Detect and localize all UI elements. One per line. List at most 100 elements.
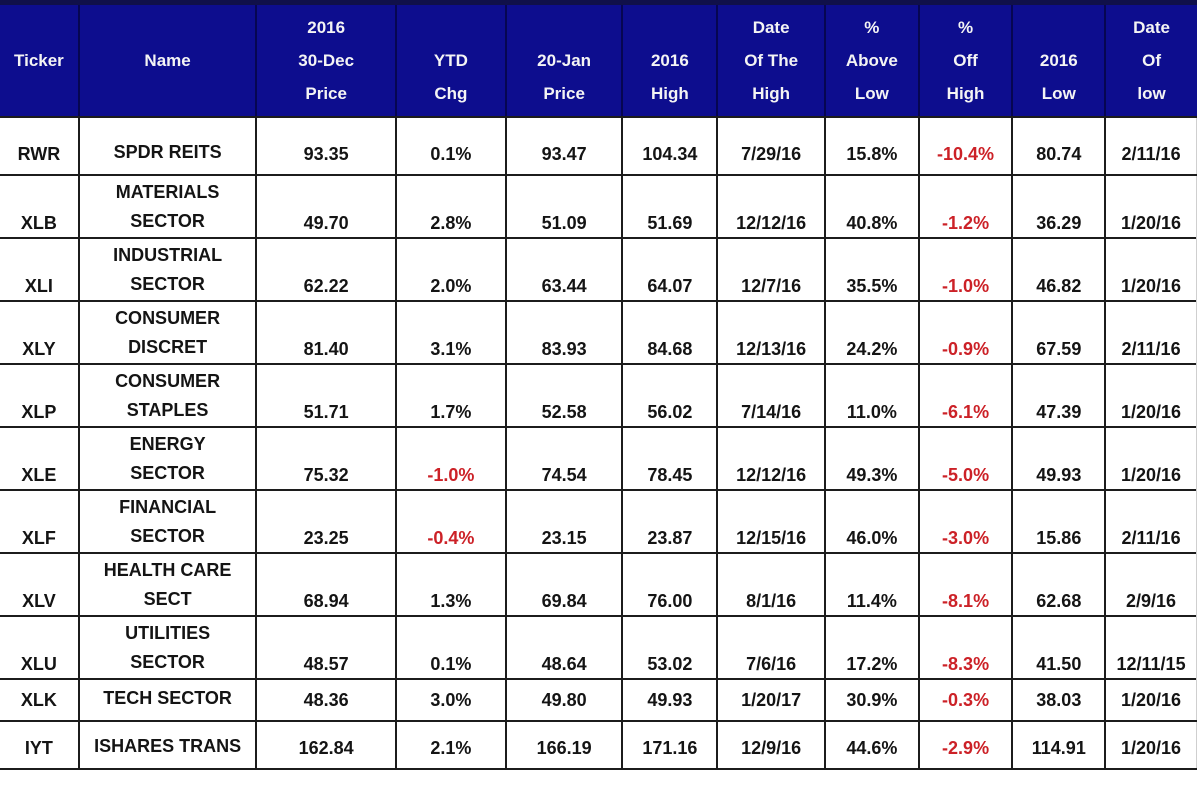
cell-ytd-chg: 3.1% (397, 302, 507, 369)
cell-ytd-chg: -1.0% (397, 428, 507, 495)
cell-dec-price: 68.94 (257, 554, 398, 621)
cell-name: ENERGY SECTOR (80, 428, 258, 495)
cell-name: CONSUMER DISCRET (80, 302, 258, 369)
cell-high-date: 12/9/16 (718, 722, 826, 768)
cell-low: 41.50 (1013, 617, 1107, 684)
cell-low: 114.91 (1013, 722, 1107, 768)
cell-low-date: 2/11/16 (1106, 491, 1197, 558)
cell-low: 47.39 (1013, 365, 1107, 432)
cell-above-low: 24.2% (826, 302, 920, 369)
header-cell-high-date: Date Of The High (718, 5, 826, 116)
table-row: XLP CONSUMER STAPLES 51.71 1.7% 52.58 56.02 7/1… (0, 365, 1197, 432)
cell-name: UTILITIES SECTOR (80, 617, 258, 684)
header-line: % (864, 18, 880, 37)
cell-ytd-chg: -0.4% (397, 491, 507, 558)
cell-high-date: 7/14/16 (718, 365, 826, 432)
cell-ytd-chg: 2.0% (397, 239, 507, 306)
header-line: Off (953, 51, 978, 70)
cell-off-high: -1.0% (920, 239, 1014, 306)
cell-jan-price: 93.47 (507, 118, 624, 174)
cell-above-low: 30.9% (826, 680, 920, 720)
header-line: Date (752, 18, 790, 37)
name-line: STAPLES (126, 400, 209, 420)
cell-dec-price: 23.25 (257, 491, 398, 558)
header-line: Above (845, 51, 898, 70)
header-line: High (946, 84, 985, 103)
name-line: FINANCIAL (119, 497, 217, 517)
name-line: SECTOR (130, 526, 205, 546)
cell-high-date: 7/29/16 (718, 118, 826, 174)
cell-high: 53.02 (623, 617, 719, 684)
cell-ticker: XLP (0, 365, 80, 432)
name-line: HEALTH CARE (103, 560, 232, 580)
cell-low-date: 1/20/16 (1106, 722, 1197, 768)
cell-off-high: -5.0% (920, 428, 1014, 495)
cell-dec-price: 62.22 (257, 239, 398, 306)
name-line: MATERIALS (115, 182, 220, 202)
header-cell-off-high: % Off High (920, 5, 1014, 116)
cell-low-date: 1/20/16 (1106, 365, 1197, 432)
header-line: 30-Dec (298, 51, 355, 70)
cell-name: MATERIALS SECTOR (80, 176, 258, 243)
cell-low: 80.74 (1013, 118, 1107, 174)
cell-off-high: -8.3% (920, 617, 1014, 684)
cell-above-low: 49.3% (826, 428, 920, 495)
cell-low: 49.93 (1013, 428, 1107, 495)
header-line: High (650, 84, 689, 103)
header-line: Of The (744, 51, 799, 70)
header-cell-dec-price: 2016 30-Dec Price (257, 5, 398, 116)
cell-name: HEALTH CARE SECT (80, 554, 258, 621)
cell-high: 64.07 (623, 239, 719, 306)
header-line: 20-Jan (537, 51, 592, 70)
cell-name: FINANCIAL SECTOR (80, 491, 258, 558)
name-line: DISCRET (128, 337, 208, 357)
cell-off-high: -0.9% (920, 302, 1014, 369)
header-cell-low-date: Date Of low (1106, 5, 1197, 116)
table-row: XLF FINANCIAL SECTOR 23.25 -0.4% 23.15 23.87 12… (0, 491, 1197, 558)
header-line: Low (1041, 84, 1076, 103)
header-line: Low (854, 84, 889, 103)
cell-low: 38.03 (1013, 680, 1107, 720)
header-line: Name (144, 51, 191, 70)
cell-low: 46.82 (1013, 239, 1107, 306)
header-cell-low: 2016 Low (1013, 5, 1107, 116)
cell-above-low: 40.8% (826, 176, 920, 243)
cell-above-low: 44.6% (826, 722, 920, 768)
cell-low-date: 2/11/16 (1106, 302, 1197, 369)
cell-dec-price: 75.32 (257, 428, 398, 495)
name-line: SECTOR (130, 274, 205, 294)
name-line: TECH SECTOR (103, 688, 232, 708)
cell-high: 171.16 (623, 722, 719, 768)
cell-dec-price: 162.84 (257, 722, 398, 768)
cell-jan-price: 48.64 (507, 617, 624, 684)
cell-jan-price: 49.80 (507, 680, 624, 720)
cell-jan-price: 23.15 (507, 491, 624, 558)
cell-ytd-chg: 1.3% (397, 554, 507, 621)
cell-dec-price: 48.57 (257, 617, 398, 684)
cell-ticker: IYT (0, 722, 80, 768)
cell-ytd-chg: 2.8% (397, 176, 507, 243)
cell-name: ISHARES TRANS (80, 722, 258, 768)
cell-jan-price: 83.93 (507, 302, 624, 369)
name-line: CONSUMER (115, 371, 221, 391)
header-line: Date (1133, 18, 1170, 37)
name-line: SPDR REITS (113, 142, 222, 162)
cell-low: 62.68 (1013, 554, 1107, 621)
cell-ytd-chg: 0.1% (397, 118, 507, 174)
name-line: SECTOR (130, 652, 205, 672)
header-cell-name: Name (80, 5, 258, 116)
cell-high: 76.00 (623, 554, 719, 621)
header-cell-high: 2016 High (623, 5, 719, 116)
cell-ticker: XLK (0, 680, 80, 720)
cell-ticker: XLY (0, 302, 80, 369)
header-line: YTD (433, 51, 468, 70)
header-line: Ticker (14, 51, 64, 70)
cell-low: 15.86 (1013, 491, 1107, 558)
cell-off-high: -3.0% (920, 491, 1014, 558)
cell-high-date: 12/7/16 (718, 239, 826, 306)
table-row: IYT ISHARES TRANS 162.84 2.1% 166.19 171.16 12… (0, 722, 1197, 770)
cell-low: 36.29 (1013, 176, 1107, 243)
table-row: XLY CONSUMER DISCRET 81.40 3.1% 83.93 84.68 12/… (0, 302, 1197, 369)
header-line: Of (1142, 51, 1161, 70)
